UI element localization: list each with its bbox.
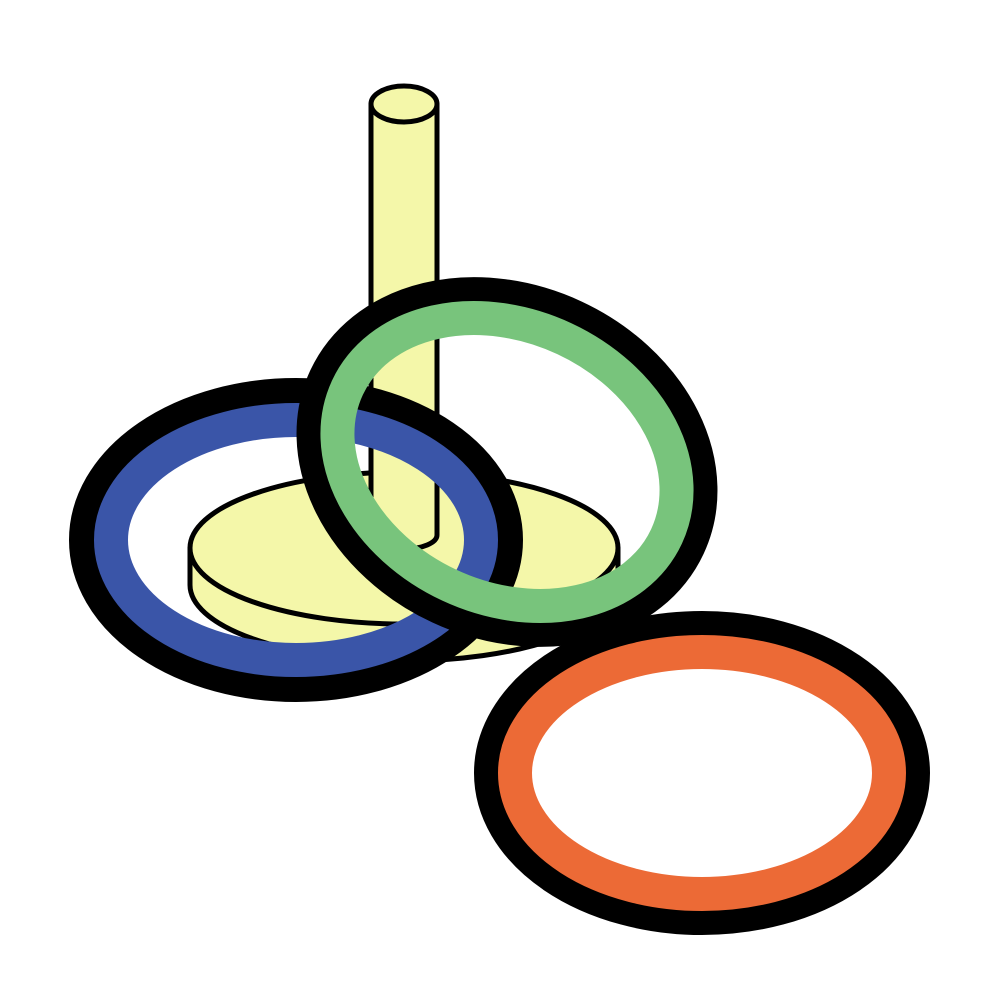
green-ring bbox=[296, 277, 718, 647]
peg-pole-top bbox=[368, 83, 440, 125]
orange-ring bbox=[474, 611, 930, 935]
blue-ring bbox=[69, 378, 523, 702]
